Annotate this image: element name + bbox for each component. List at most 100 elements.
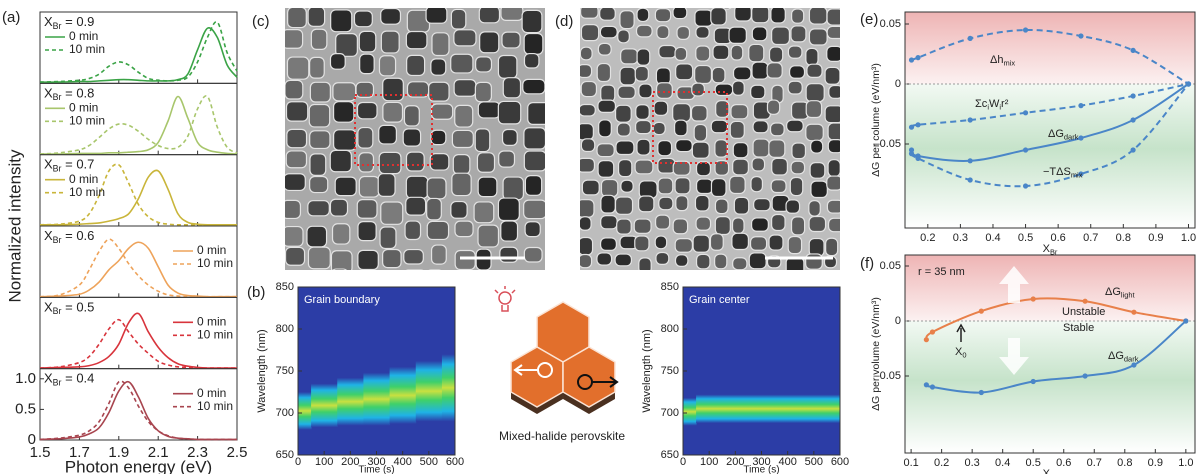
- grain: [770, 47, 783, 62]
- point: [1078, 103, 1083, 108]
- grain: [677, 26, 689, 39]
- x-tick-label: 0.5: [1018, 232, 1033, 244]
- text-part: Br: [53, 235, 62, 245]
- grain: [431, 59, 446, 75]
- grain: [598, 0, 613, 2]
- grain: [355, 0, 377, 5]
- grain: [847, 197, 862, 209]
- grain: [259, 105, 279, 121]
- x-tick-label: 0.4: [985, 232, 1000, 244]
- grain: [845, 27, 857, 43]
- grain: [730, 121, 744, 138]
- grain: [844, 219, 860, 231]
- grain: [578, 158, 595, 172]
- grain: [598, 100, 615, 112]
- x-tick-label: 600: [831, 456, 849, 468]
- grain: [616, 105, 632, 122]
- legend-label: 0 min: [69, 101, 98, 115]
- x-tick-label: 0.5: [1026, 457, 1041, 469]
- x-tick-label: 0: [295, 456, 301, 468]
- subplot-title: XBr = 0.4: [44, 371, 94, 388]
- grain: [845, 138, 860, 153]
- grain: [310, 57, 325, 78]
- grain: [733, 143, 748, 158]
- grain: [637, 272, 652, 288]
- grain: [792, 143, 806, 159]
- grain: [601, 180, 617, 197]
- grain: [498, 198, 519, 220]
- text-part: light: [1121, 290, 1136, 299]
- grain: [546, 152, 561, 168]
- grain: [260, 176, 275, 196]
- grain: [753, 139, 769, 157]
- grain: [788, 236, 801, 253]
- x-tick-label: 200: [726, 456, 744, 468]
- grain: [524, 151, 546, 171]
- grain: [639, 84, 652, 98]
- grain: [715, 84, 733, 96]
- y-tick-label: 700: [276, 407, 294, 419]
- grain: [694, 125, 706, 141]
- legend-label: 10 min: [69, 114, 105, 128]
- grain: [379, 152, 401, 173]
- grain: [617, 123, 630, 136]
- grain: [330, 199, 347, 216]
- x-axis-label: Time (s): [358, 465, 394, 474]
- grain: [696, 27, 709, 39]
- grain: [308, 7, 325, 26]
- text-part: 0: [962, 350, 966, 359]
- grain: [524, 54, 538, 68]
- grain: [847, 182, 859, 196]
- y-tick-label: 0.5: [15, 400, 36, 417]
- text-part: = 0.8: [62, 86, 95, 101]
- grain: [790, 178, 802, 196]
- stable-region: [905, 321, 1195, 453]
- grain: [404, 106, 419, 126]
- text-part: = 0.5: [62, 300, 95, 315]
- x-tick-label: 0.4: [995, 457, 1010, 469]
- heatmap-background: [683, 287, 840, 455]
- grain: [381, 202, 403, 224]
- point: [930, 329, 935, 334]
- panel-label: (e): [860, 11, 878, 28]
- x-tick-label: 100: [700, 456, 718, 468]
- grain: [381, 31, 399, 53]
- x-axis-label: XBr: [1043, 243, 1058, 256]
- grain: [639, 0, 654, 7]
- grain: [636, 105, 649, 120]
- grain: [787, 0, 803, 4]
- y-tick-label: 750: [661, 365, 679, 377]
- grain: [809, 29, 827, 45]
- text-part: X: [44, 371, 53, 386]
- grain: [498, 101, 520, 123]
- grain: [711, 8, 726, 25]
- grain: [524, 248, 542, 263]
- grain: [581, 25, 598, 41]
- grain: [455, 105, 473, 127]
- grain: [693, 235, 709, 252]
- grain: [581, 82, 596, 97]
- y-axis-label: Wavelength (nm): [256, 329, 268, 412]
- grain: [452, 173, 471, 195]
- grain: [432, 245, 447, 264]
- grain: [500, 247, 518, 262]
- grain: [310, 271, 326, 289]
- grain: [635, 160, 653, 174]
- grain: [503, 130, 518, 146]
- x-tick-label: 0.3: [965, 457, 980, 469]
- grain: [524, 128, 546, 149]
- curve-label: ΣciWir²: [975, 98, 1009, 111]
- grain: [562, 200, 579, 212]
- grain: [616, 197, 633, 214]
- y-tick-label: 800: [661, 323, 679, 335]
- grain: [597, 144, 614, 157]
- grain: [696, 46, 710, 61]
- grain: [547, 78, 567, 100]
- grain: [287, 129, 307, 147]
- grain: [635, 66, 648, 81]
- grain: [582, 180, 599, 195]
- grain: [333, 83, 356, 101]
- grain: [697, 179, 713, 193]
- x-tick-label: 0.7: [1083, 232, 1098, 244]
- text-part: = 0.4: [62, 371, 95, 386]
